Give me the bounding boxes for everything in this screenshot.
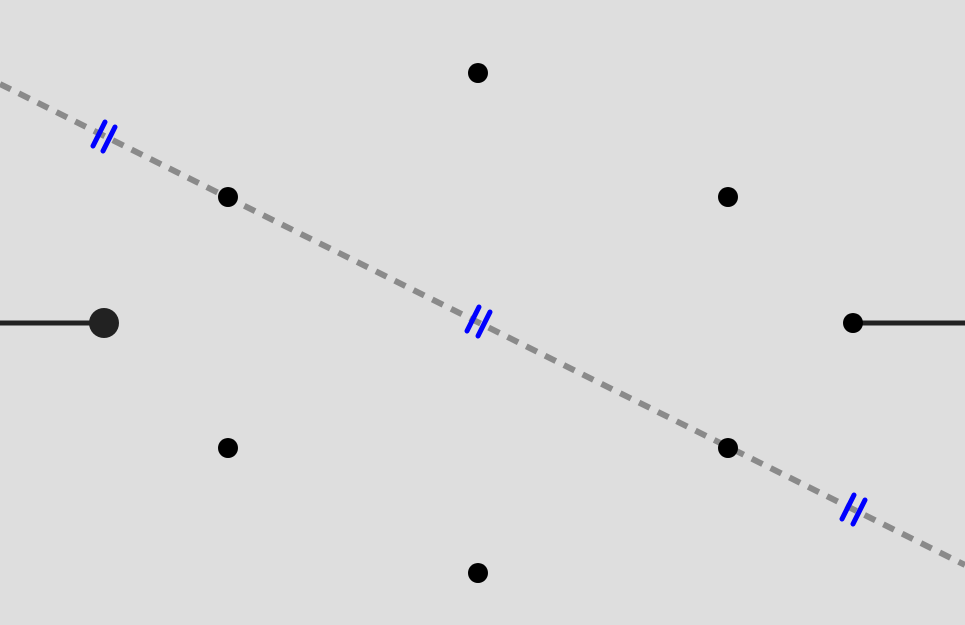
tick-mark-stroke: [464, 304, 482, 334]
tick-mark-stroke: [90, 119, 108, 149]
point-group: [218, 63, 863, 583]
point-top[interactable]: [468, 63, 488, 83]
tick-mark-stroke: [475, 309, 493, 339]
point-lower-left[interactable]: [218, 438, 238, 458]
tick-mark-center: [464, 304, 493, 339]
point-upper-left[interactable]: [218, 187, 238, 207]
tick-mark-stroke: [850, 497, 868, 527]
point-upper-right[interactable]: [718, 187, 738, 207]
dashed-line: [0, 81, 965, 568]
slider-handle[interactable]: [89, 308, 119, 338]
tick-mark-stroke: [100, 124, 118, 154]
point-bottom[interactable]: [468, 563, 488, 583]
tick-mark-right: [839, 492, 868, 527]
point-lower-right[interactable]: [718, 438, 738, 458]
slider[interactable]: [0, 308, 119, 338]
tick-mark-stroke: [839, 492, 857, 522]
point-right[interactable]: [843, 313, 863, 333]
tick-mark-left: [90, 119, 118, 154]
tick-mark-group: [90, 119, 868, 527]
